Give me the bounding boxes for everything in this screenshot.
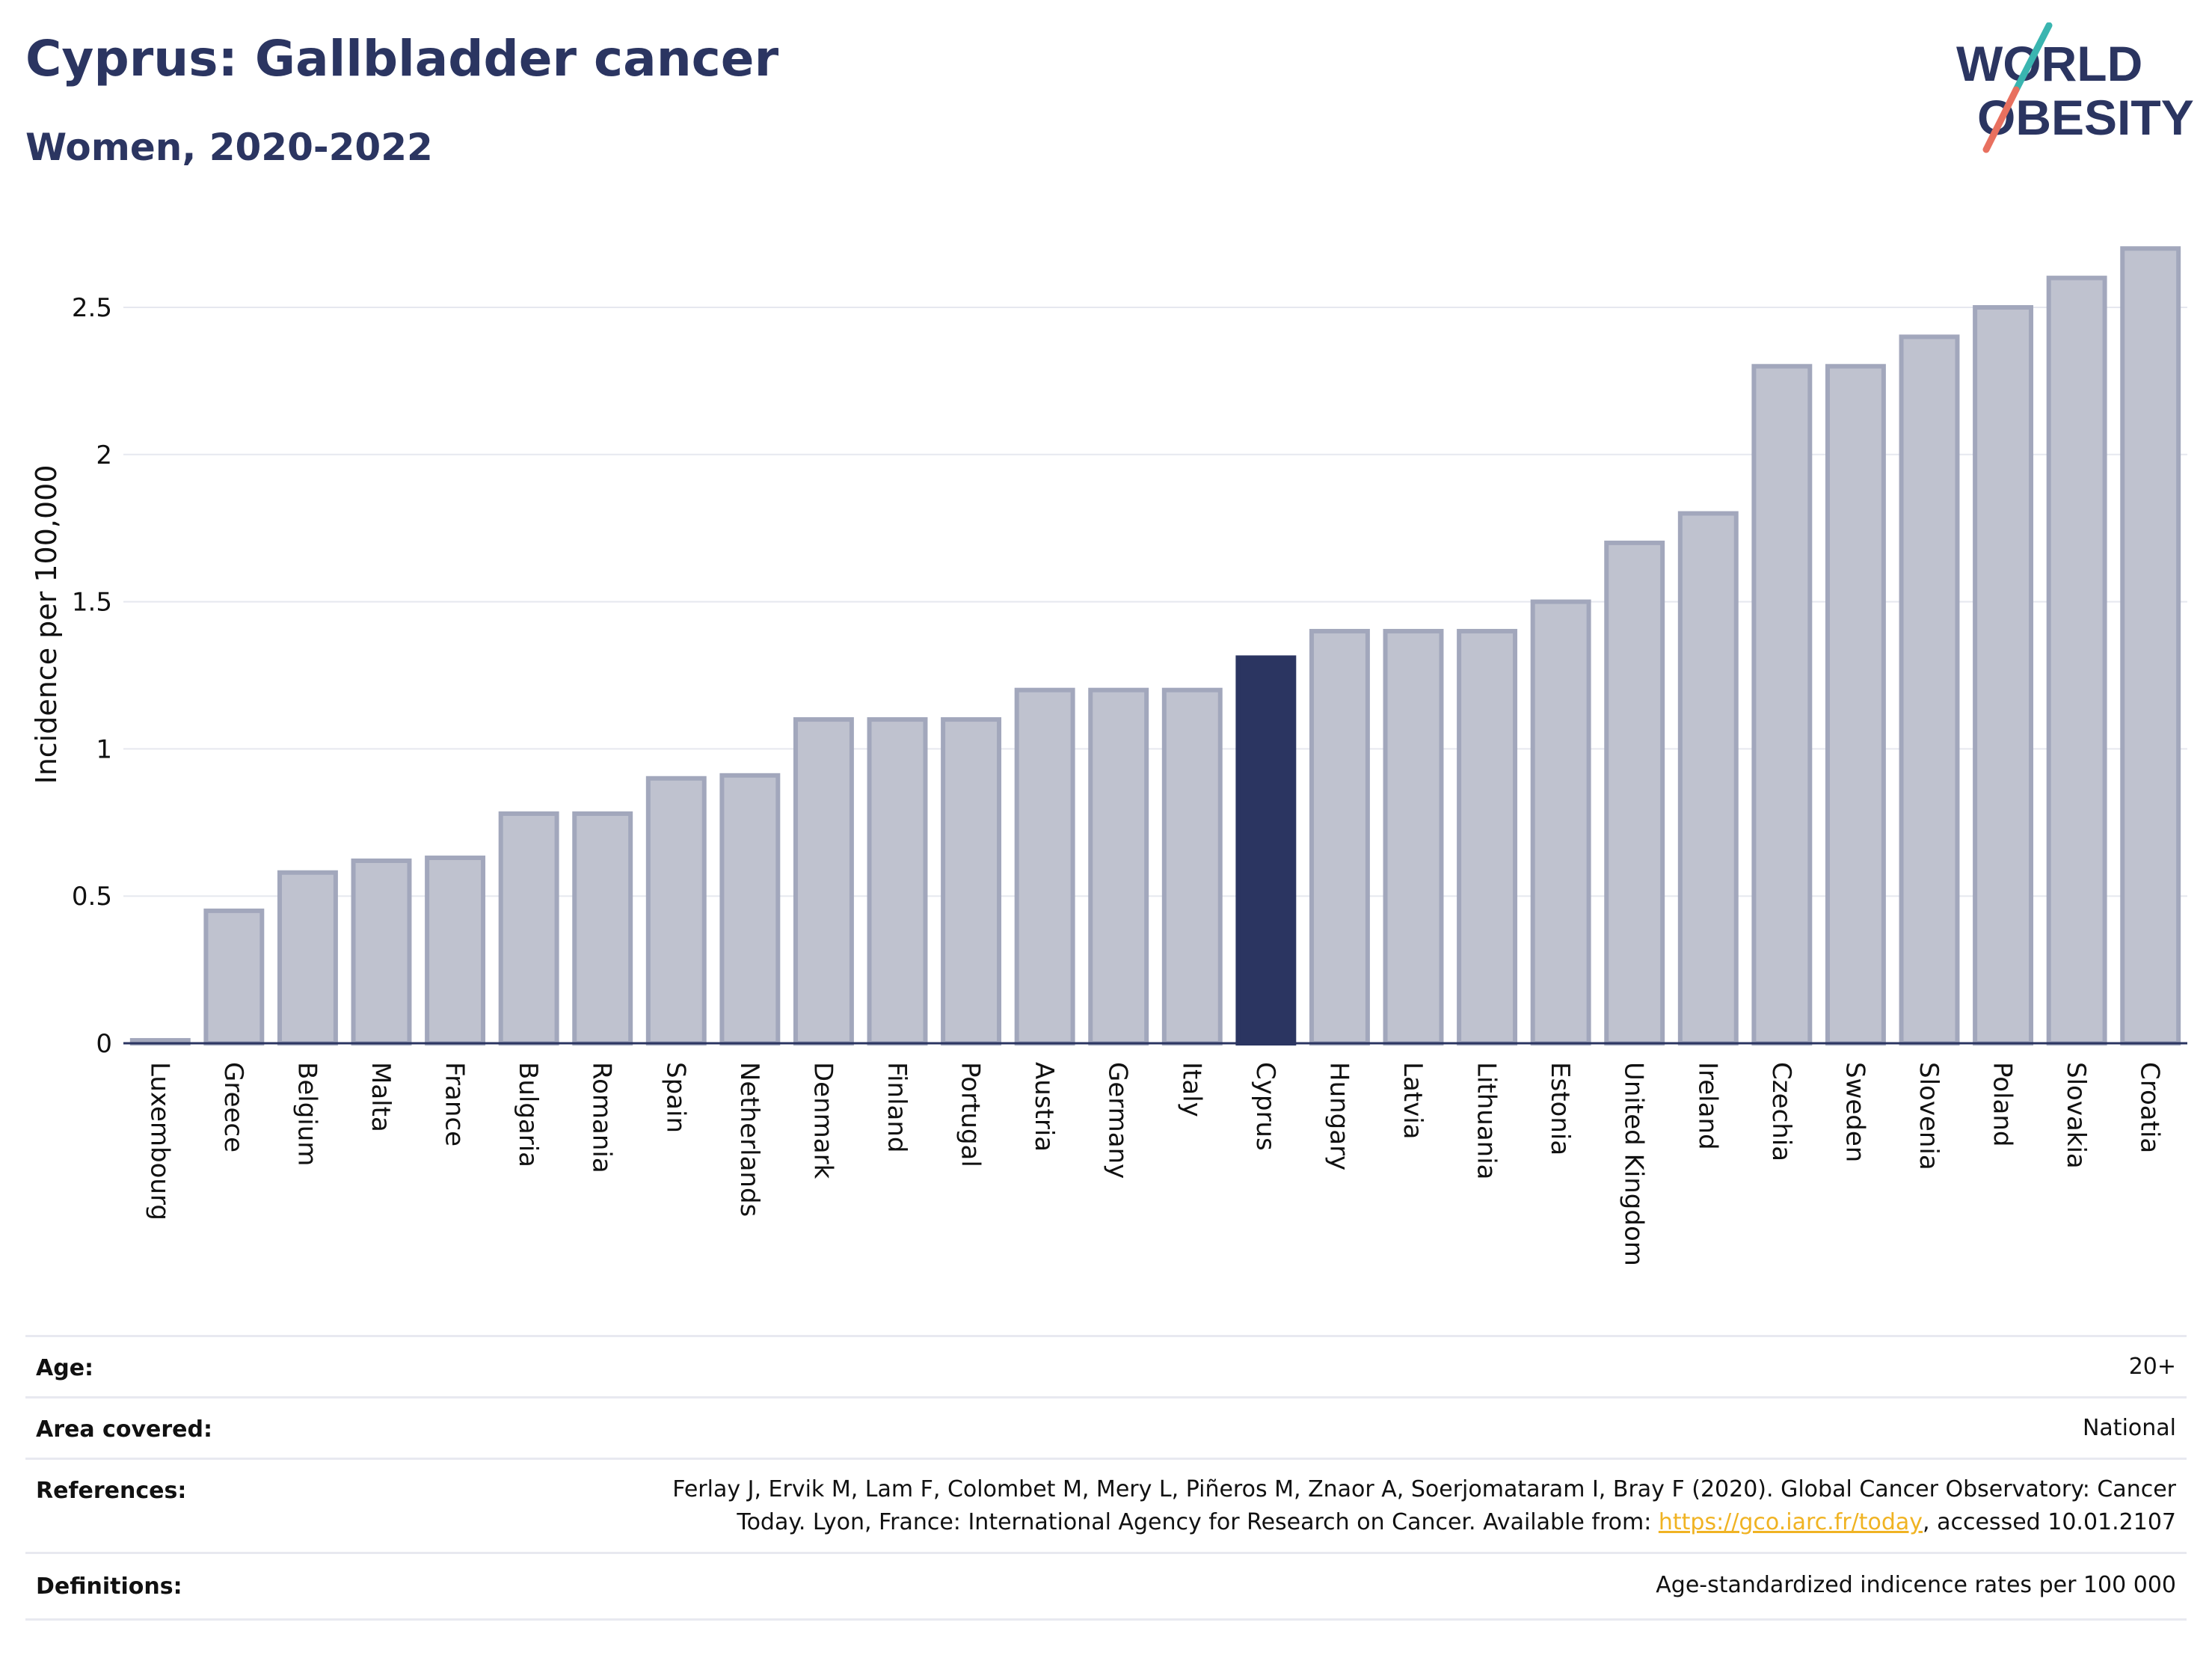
bar-germany [1088, 687, 1149, 1045]
y-tick-label: 0 [96, 1029, 112, 1059]
references-line1: Ferlay J, Ervik M, Lam F, Colombet M, Me… [672, 1476, 2176, 1502]
bar-chart: 0 0.5 1 1.5 2 2.5 Luxembourg Greece Belgium Malt… [30, 246, 2187, 1266]
x-tick-label: Slovakia [2061, 1062, 2091, 1169]
y-tick-label: 2.5 [72, 293, 112, 323]
chart-subtitle: Women, 2020-2022 [25, 126, 433, 169]
bar-belgium [277, 870, 338, 1046]
x-tick-label: Italy [1176, 1062, 1206, 1117]
x-tick-label: Germany [1103, 1062, 1133, 1179]
x-tick-label: Latvia [1398, 1062, 1428, 1140]
info-label-definitions: Definitions: [36, 1573, 182, 1600]
bar-slovenia [1899, 334, 1960, 1045]
references-line2-pre: Today. Lyon, France: International Agenc… [737, 1509, 1659, 1535]
info-row-references: References: Ferlay J, Ervik M, Lam F, Co… [25, 1458, 2187, 1554]
info-row-age: Age: 20+ [25, 1335, 2187, 1398]
x-tick-label: Bulgaria [513, 1062, 543, 1167]
references-line2-post: , accessed 10.01.2107 [1923, 1509, 2176, 1535]
logo-slash-bottom [1982, 86, 2020, 153]
y-tick-label: 0.5 [72, 882, 112, 912]
bar-greece [203, 908, 265, 1045]
bar-spain [645, 776, 707, 1045]
x-tick-label: Netherlands [734, 1062, 764, 1217]
info-label-references: References: [36, 1478, 187, 1504]
y-tick-labels: 0 0.5 1 1.5 2 2.5 [72, 293, 112, 1059]
x-tick-label: Croatia [2135, 1062, 2165, 1153]
bar-romania [572, 811, 633, 1045]
x-tick-label: Greece [218, 1062, 248, 1152]
bar-sweden [1825, 363, 1886, 1046]
y-tick-label: 1.5 [72, 588, 112, 618]
bar-malta [351, 858, 412, 1046]
bar-france [425, 856, 486, 1045]
x-tick-label: Poland [1988, 1062, 2018, 1147]
x-tick-label: Slovenia [1914, 1062, 1944, 1170]
bar-austria [1014, 687, 1075, 1045]
logo-line1: WORLD [1956, 36, 2142, 91]
chart-title: Cyprus: Gallbladder cancer [25, 30, 779, 87]
references-link[interactable]: https://gco.iarc.fr/today [1658, 1509, 1923, 1535]
bar-lithuania [1457, 628, 1518, 1045]
x-tick-label: Denmark [808, 1062, 838, 1179]
bar-portugal [941, 717, 1002, 1045]
x-tick-label: Ireland [1692, 1062, 1722, 1150]
info-row-definitions: Definitions: Age-standardized indicence … [25, 1552, 2187, 1621]
bar-slovakia [2046, 275, 2107, 1045]
x-tick-label: Austria [1029, 1062, 1059, 1152]
world-obesity-logo: WORLD OBESITY [1956, 22, 2194, 153]
x-tick-label: Belgium [292, 1062, 322, 1166]
bar-italy [1161, 687, 1223, 1045]
info-value-age: 20+ [2128, 1354, 2176, 1380]
info-value-definitions: Age-standardized indicence rates per 100… [1656, 1572, 2176, 1598]
x-tick-label: Czechia [1766, 1062, 1796, 1161]
bar-latvia [1383, 628, 1444, 1045]
y-axis-label: Incidence per 100,000 [30, 464, 63, 784]
references-line2: Today. Lyon, France: International Agenc… [672, 1506, 2176, 1539]
x-tick-label: Malta [366, 1062, 396, 1132]
bar-denmark [793, 717, 854, 1045]
bar-hungary [1309, 628, 1370, 1045]
y-tick-label: 2 [96, 440, 112, 470]
x-tick-label: France [440, 1062, 470, 1146]
x-tick-label: Cyprus [1250, 1062, 1280, 1151]
bar-ireland [1677, 511, 1739, 1045]
x-tick-labels: Luxembourg Greece Belgium Malta France Bulgar… [144, 1062, 2164, 1266]
x-tick-label: Finland [882, 1062, 912, 1153]
info-value-area: National [2082, 1415, 2176, 1441]
bar-netherlands [719, 773, 781, 1045]
x-tick-label: Sweden [1840, 1062, 1870, 1162]
x-tick-label: Estonia [1545, 1062, 1575, 1155]
info-row-area: Area covered: National [25, 1396, 2187, 1460]
x-tick-label: United Kingdom [1619, 1062, 1649, 1266]
bar-croatia [2120, 246, 2181, 1045]
x-tick-label: Luxembourg [144, 1062, 174, 1220]
info-label-area: Area covered: [36, 1416, 212, 1443]
bar-czechia [1751, 363, 1813, 1046]
bar-estonia [1530, 599, 1591, 1045]
info-label-age: Age: [36, 1355, 94, 1381]
bar-poland [1973, 305, 2034, 1045]
bar-united-kingdom [1604, 540, 1665, 1045]
x-tick-label: Romania [587, 1062, 617, 1173]
bars [129, 246, 2181, 1046]
x-tick-label: Lithuania [1472, 1062, 1502, 1179]
logo-slash-top [2012, 22, 2053, 93]
bar-bulgaria [498, 811, 559, 1045]
y-tick-label: 1 [96, 734, 112, 764]
bar-finland [867, 717, 928, 1045]
x-tick-label: Spain [660, 1062, 690, 1133]
x-tick-label: Hungary [1324, 1062, 1354, 1170]
info-value-references: Ferlay J, Ervik M, Lam F, Colombet M, Me… [672, 1473, 2176, 1539]
x-tick-label: Portugal [956, 1062, 986, 1167]
bar-cyprus [1235, 655, 1297, 1045]
